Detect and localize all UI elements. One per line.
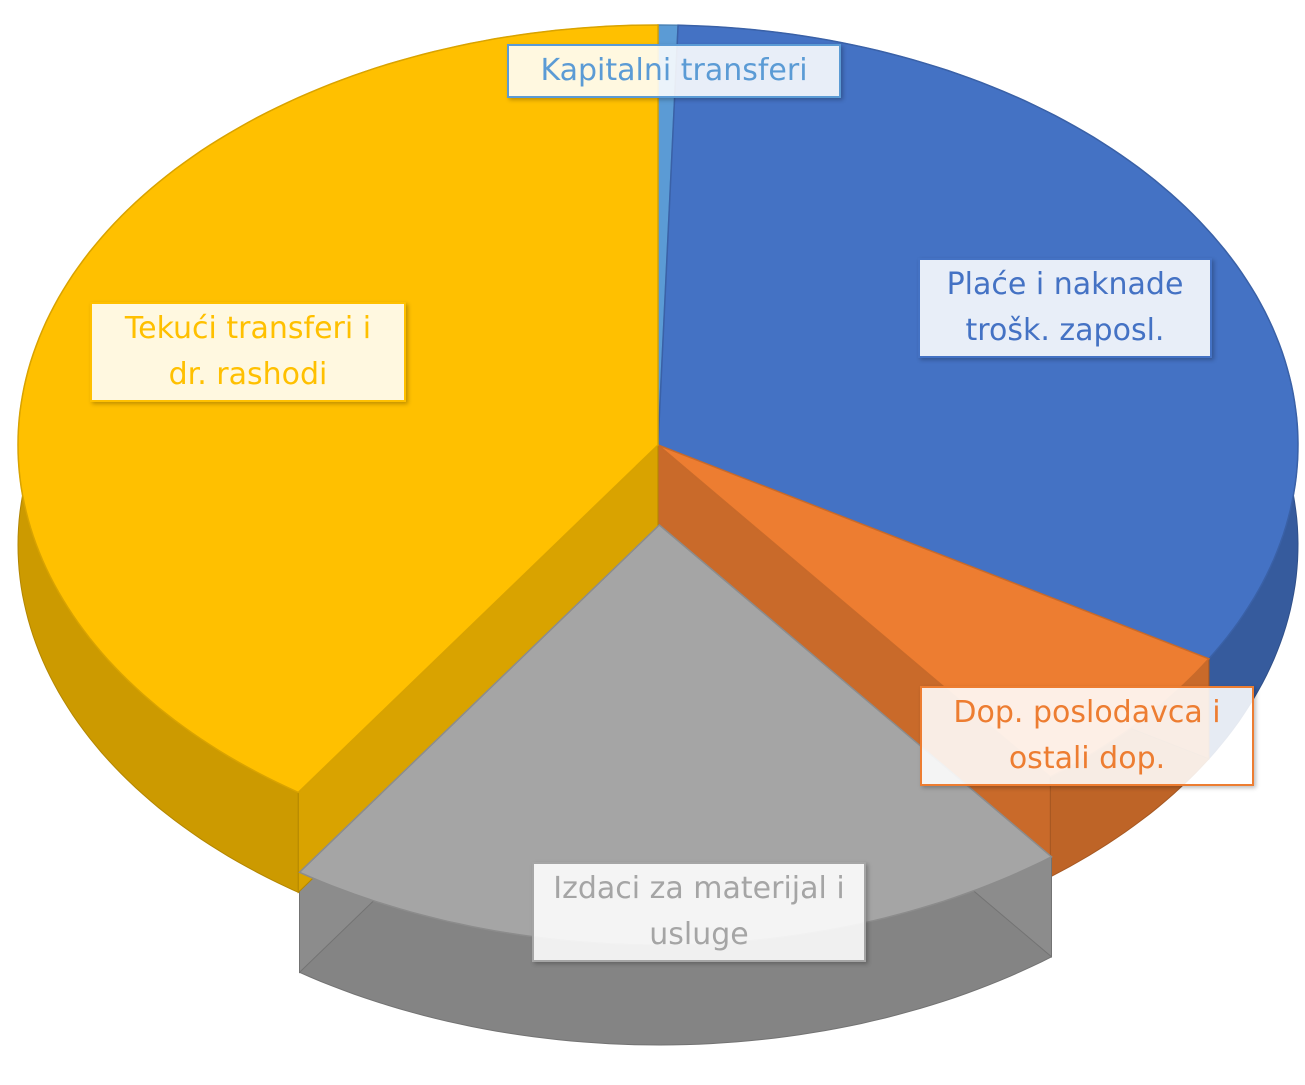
data-label: Plaće i naknade trošk. zaposl. [918, 258, 1212, 358]
data-label: Izdaci za materijal i usluge [532, 862, 866, 962]
data-label: Dop. poslodavca i ostali dop. [920, 686, 1254, 786]
data-label: Kapitalni transferi [507, 44, 841, 98]
data-label: Tekući transferi i dr. rashodi [90, 302, 406, 402]
slice [17, 24, 659, 794]
